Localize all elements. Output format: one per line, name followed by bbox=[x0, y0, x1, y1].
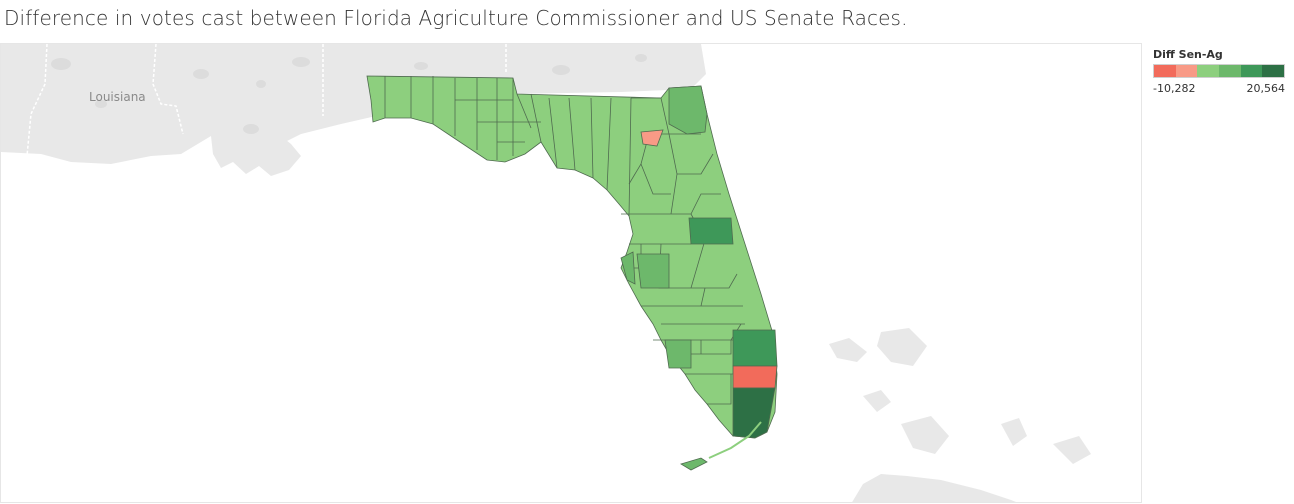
county-alachua[interactable] bbox=[640, 129, 664, 147]
legend-max-label: 20,564 bbox=[1246, 82, 1286, 95]
land-bahamas-6 bbox=[1053, 436, 1091, 464]
state-border-lines bbox=[26, 44, 507, 157]
county-pinellas[interactable] bbox=[620, 251, 636, 285]
land-bahamas-3 bbox=[863, 390, 891, 412]
legend-swatch-3 bbox=[1197, 65, 1220, 77]
chart-title: Difference in votes cast between Florida… bbox=[4, 6, 908, 30]
legend-color-ramp bbox=[1153, 64, 1285, 78]
map-view[interactable]: Louisiana bbox=[0, 43, 1142, 503]
legend-swatch-4 bbox=[1219, 65, 1241, 77]
legend-swatch-6 bbox=[1262, 65, 1285, 77]
land-cuba bbox=[852, 474, 1016, 502]
legend-swatch-5 bbox=[1240, 65, 1263, 77]
legend-min-label: -10,282 bbox=[1153, 82, 1196, 95]
county-duval-nassau[interactable] bbox=[668, 85, 708, 135]
county-monroe-keys[interactable] bbox=[680, 457, 708, 471]
county-palm-beach[interactable] bbox=[732, 329, 778, 367]
land-bahamas-5 bbox=[1001, 418, 1027, 446]
land-louisiana-delta bbox=[211, 114, 301, 176]
land-bahamas-2 bbox=[877, 328, 927, 366]
legend-labels: -10,282 20,564 bbox=[1153, 82, 1285, 95]
land-bahamas-1 bbox=[829, 338, 867, 362]
legend-swatch-2 bbox=[1175, 65, 1198, 77]
map-svg[interactable]: Louisiana bbox=[1, 44, 1142, 503]
county-hillsborough[interactable] bbox=[636, 253, 670, 289]
county-broward[interactable] bbox=[732, 365, 778, 389]
county-lines-panhandle bbox=[384, 76, 632, 217]
legend: Diff Sen-Ag -10,282 20,564 bbox=[1153, 48, 1291, 95]
keys-chain bbox=[708, 421, 762, 459]
florida-state[interactable] bbox=[366, 75, 778, 471]
county-lee[interactable] bbox=[664, 339, 692, 369]
state-label-louisiana: Louisiana bbox=[89, 90, 146, 104]
land-bahamas-4 bbox=[901, 416, 949, 454]
county-orange[interactable] bbox=[688, 217, 734, 245]
legend-swatch-1 bbox=[1154, 65, 1176, 77]
land-mainland-north bbox=[1, 44, 1141, 164]
legend-title: Diff Sen-Ag bbox=[1153, 48, 1223, 61]
basemap-texture bbox=[51, 54, 647, 134]
county-miami-dade[interactable] bbox=[732, 387, 776, 439]
